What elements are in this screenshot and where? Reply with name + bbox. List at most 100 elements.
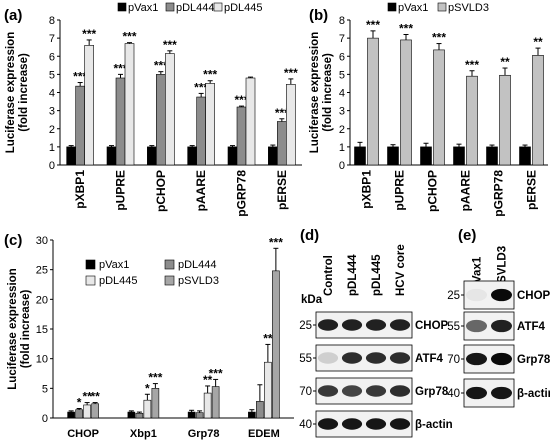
significance-label: *** — [154, 59, 168, 73]
mw-marker: 55 — [447, 321, 460, 333]
y-axis-label: Luciferase expression(fold increase) — [7, 268, 32, 389]
bar-pdl445 — [205, 83, 215, 166]
y-axis-label-line: Luciferase expression — [5, 32, 17, 153]
y-tick-label: 3 — [49, 106, 55, 118]
x-tick-label: pGRP78 — [492, 170, 506, 217]
significance-label: ** — [203, 373, 213, 387]
legend-swatch — [437, 2, 447, 12]
x-tick-label: EDEM — [248, 428, 280, 440]
chart-c: 0 5 10 15 20 25 30 Luciferase expression(fold i… — [7, 235, 294, 440]
bar-pdl445 — [286, 84, 296, 166]
lane-label: pSVLD3 — [497, 246, 509, 290]
legend-swatch — [165, 2, 175, 12]
y-tick-label: 10 — [36, 354, 48, 366]
blot-band — [491, 319, 512, 333]
blot-band — [365, 352, 387, 364]
legend-label: pDL444 — [176, 2, 215, 14]
y-tick-label: 2 — [49, 124, 55, 136]
bar-pdl444 — [156, 74, 166, 166]
bar-pdl445 — [245, 77, 256, 166]
bar-psvld3 — [272, 270, 280, 419]
bar-pvax1 — [67, 411, 75, 419]
blot-band — [317, 319, 339, 331]
lane-label: pDL445 — [371, 254, 383, 296]
blot-band — [341, 352, 363, 364]
x-tick-label: pUPRE — [114, 170, 128, 211]
bar-pdl445 — [83, 404, 91, 419]
blot-band — [341, 385, 363, 397]
bar-pdl444 — [236, 106, 247, 166]
bar-pvax1 — [187, 411, 196, 419]
bar-psvld3 — [532, 55, 544, 166]
significance-label: * — [145, 381, 150, 395]
significance-label: *** — [148, 371, 162, 385]
y-tick-label: 4 — [49, 88, 55, 100]
significance-label: *** — [82, 27, 96, 41]
legend-swatch — [164, 275, 175, 286]
bar-pdl444 — [135, 412, 144, 419]
y-tick-label: 30 — [36, 235, 48, 247]
significance-label: *** — [465, 58, 479, 72]
y-tick-label: 20 — [36, 294, 48, 306]
significance-label: *** — [203, 68, 217, 82]
bar-pdl444 — [75, 85, 85, 166]
protein-label: CHOP — [415, 320, 449, 332]
chart-b: 0 1 2 3 4 5 6 7 8 Luciferase expression(fold incr… — [309, 2, 548, 217]
y-axis-label-line: (fold increase) — [20, 290, 32, 369]
bar-pvax1 — [354, 146, 366, 166]
significance-label: ** — [500, 55, 510, 69]
panel-letter-a: (a) — [4, 7, 22, 24]
y-tick-label: 7 — [49, 33, 55, 45]
mw-marker: 70 — [299, 386, 312, 398]
y-axis-label-line: Luciferase expression — [309, 32, 321, 153]
legend-swatch — [387, 2, 397, 12]
blot-band — [491, 386, 512, 400]
blot-band — [389, 418, 411, 430]
bar-psvld3 — [466, 75, 478, 166]
bar-psvld3 — [400, 39, 412, 166]
bar-pvax1 — [66, 146, 76, 166]
legend-label: pSVLD3 — [448, 2, 489, 14]
y-tick-label: 0 — [339, 160, 345, 172]
bar-pdl445 — [165, 53, 175, 166]
y-axis-label-line: (fold increase) — [322, 53, 334, 132]
legend-label: pDL445 — [224, 2, 263, 14]
protein-label: β-actin — [415, 419, 453, 431]
legend-swatch — [117, 2, 127, 12]
blot-band — [317, 418, 339, 430]
x-tick-label: Xbp1 — [130, 428, 157, 440]
legend-label: pSVLD3 — [178, 275, 219, 287]
x-tick-label: pUPRE — [393, 170, 407, 211]
chart-a: 0 1 2 3 4 5 6 7 8 Luciferase expression(fold incr… — [5, 2, 302, 217]
legend-label: pVax1 — [99, 259, 129, 271]
blot-band — [341, 319, 363, 331]
significance-label: ** — [263, 331, 273, 345]
mw-marker: 25 — [299, 320, 312, 332]
lane-label: HCV core — [395, 244, 407, 296]
y-tick-label: 15 — [36, 324, 48, 336]
x-tick-label: pXBP1 — [73, 170, 87, 209]
legend-swatch — [85, 275, 96, 286]
bar-pdl444 — [277, 121, 287, 166]
bar-pvax1 — [248, 411, 256, 419]
bar-psvld3 — [433, 49, 445, 166]
bar-pdl445 — [84, 45, 94, 166]
legend-label: pDL445 — [99, 275, 138, 287]
y-tick-label: 0 — [42, 413, 48, 425]
significance-label: ** — [533, 35, 543, 49]
mw-marker: 25 — [447, 290, 460, 302]
bar-psvld3 — [367, 37, 379, 166]
blot-band — [389, 385, 411, 397]
x-tick-label: pCHOP — [154, 170, 168, 212]
bar-psvld3 — [211, 386, 220, 419]
bar-psvld3 — [151, 388, 160, 419]
blot-band — [491, 288, 512, 302]
bar-pdl445 — [124, 43, 135, 166]
blot-band — [365, 319, 387, 331]
bar-pdl444 — [195, 412, 204, 419]
y-tick-label: 6 — [49, 51, 55, 63]
blot-band — [466, 288, 487, 302]
significance-label: *** — [113, 61, 127, 75]
bar-psvld3 — [499, 74, 511, 166]
